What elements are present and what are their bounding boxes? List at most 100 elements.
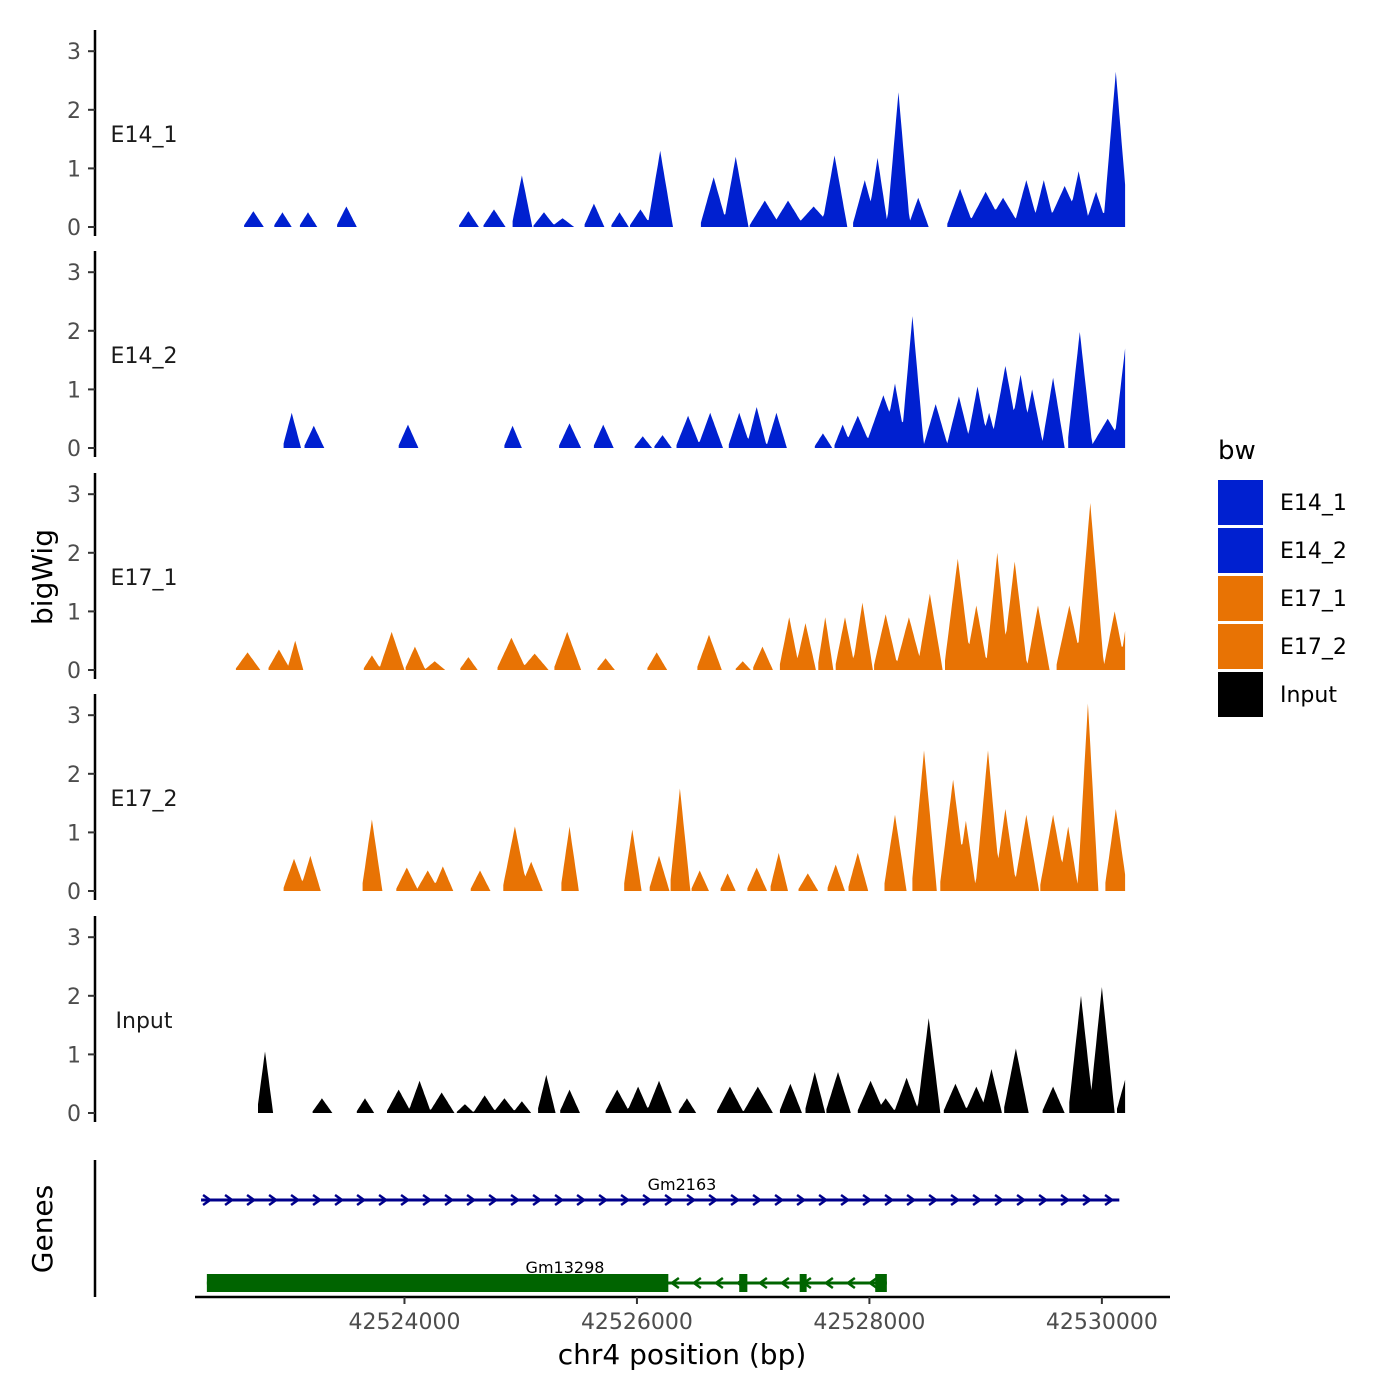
y-tick-label: 3: [67, 704, 81, 729]
x-tick-label: 42524000: [348, 1310, 460, 1335]
gene-Gm2163: Gm2163: [201, 1175, 1120, 1207]
legend-title: bw: [1218, 436, 1256, 466]
legend-swatch: [1218, 576, 1263, 621]
y-axis-title: bigWig: [26, 529, 59, 625]
y-tick-label: 2: [67, 99, 81, 124]
strand-arrow: [334, 1193, 345, 1207]
strand-arrow: [1016, 1193, 1027, 1207]
strand-arrow: [950, 1193, 961, 1207]
gene-label: Gm2163: [648, 1175, 717, 1194]
strand-arrow: [576, 1193, 587, 1207]
y-tick-label: 1: [67, 157, 81, 182]
y-tick-label: 0: [67, 437, 81, 462]
legend-label: E14_1: [1280, 491, 1347, 516]
track-label: E17_2: [111, 787, 178, 812]
strand-arrow: [312, 1193, 323, 1207]
y-tick-label: 3: [67, 483, 81, 508]
track-label: Input: [116, 1009, 173, 1034]
legend-swatch: [1218, 480, 1263, 525]
strand-arrow: [972, 1193, 983, 1207]
y-tick-label: 1: [67, 821, 81, 846]
x-tick-label: 42530000: [1046, 1310, 1158, 1335]
strand-arrow: [862, 1193, 873, 1207]
strand-arrow: [757, 1276, 768, 1290]
strand-arrow: [378, 1193, 389, 1207]
strand-arrow: [290, 1193, 301, 1207]
y-tick-label: 2: [67, 320, 81, 345]
strand-arrow: [356, 1193, 367, 1207]
coverage-tracks: 0 1 2 3 E14_1 0 1 2 3 E14_2 0 1 2 3 E17_1 0 1 2 3 E17_2 0 1 2 3…: [67, 30, 1126, 1127]
strand-arrow: [1104, 1193, 1115, 1207]
strand-arrow: [532, 1193, 543, 1207]
legend-item-E14_2: E14_2: [1218, 528, 1347, 573]
track-label: E14_2: [111, 344, 178, 369]
strand-arrow: [840, 1193, 851, 1207]
strand-arrow: [1082, 1193, 1093, 1207]
strand-arrow: [818, 1193, 829, 1207]
gene-Gm13298: Gm13298: [206, 1258, 887, 1292]
track-label: E17_1: [111, 566, 178, 591]
strand-arrow: [823, 1276, 834, 1290]
strand-arrow: [664, 1193, 675, 1207]
x-tick-label: 42528000: [813, 1310, 925, 1335]
track-label: E14_1: [111, 123, 178, 148]
track-E17_1: 0 1 2 3 E17_1: [67, 473, 1126, 684]
legend-item-E17_1: E17_1: [1218, 576, 1347, 621]
strand-arrow: [466, 1193, 477, 1207]
strand-arrow: [202, 1193, 213, 1207]
y-tick-label: 2: [67, 542, 81, 567]
strand-arrow: [669, 1276, 680, 1290]
y-tick-label: 3: [67, 40, 81, 65]
y-tick-label: 0: [67, 880, 81, 905]
strand-arrow: [752, 1193, 763, 1207]
strand-arrow: [224, 1193, 235, 1207]
x-axis: 42524000 42526000 42528000 42530000: [195, 1295, 1170, 1335]
gene-exon: [799, 1274, 807, 1292]
strand-arrow: [620, 1193, 631, 1207]
y-tick-label: 3: [67, 926, 81, 951]
legend-label: E17_1: [1280, 587, 1347, 612]
legend-swatch: [1218, 672, 1263, 717]
y-tick-label: 0: [67, 216, 81, 241]
legend-item-Input: Input: [1218, 672, 1337, 717]
legend-label: E17_2: [1280, 635, 1347, 660]
track-E14_2: 0 1 2 3 E14_2: [67, 251, 1126, 462]
strand-arrow: [1038, 1193, 1049, 1207]
coverage-area-E17_1: [235, 503, 1126, 670]
y-tick-label: 2: [67, 763, 81, 788]
legend-item-E14_1: E14_1: [1218, 480, 1347, 525]
gene-exon: [875, 1274, 887, 1292]
strand-arrow: [422, 1193, 433, 1207]
legend-item-E17_2: E17_2: [1218, 624, 1347, 669]
strand-arrow: [708, 1193, 719, 1207]
strand-arrow: [994, 1193, 1005, 1207]
coverage-area-E17_2: [283, 703, 1126, 891]
strand-arrow: [691, 1276, 702, 1290]
legend: bw E14_1 E14_2 E17_1 E17_2 Input: [1218, 436, 1347, 717]
y-tick-label: 3: [67, 261, 81, 286]
strand-arrow: [642, 1193, 653, 1207]
strand-arrow: [867, 1276, 878, 1290]
y-tick-label: 1: [67, 600, 81, 625]
y-tick-label: 0: [67, 1102, 81, 1127]
strand-arrow: [246, 1193, 257, 1207]
strand-arrow: [713, 1276, 724, 1290]
gene-exon: [206, 1274, 669, 1292]
strand-arrow: [554, 1193, 565, 1207]
gene-label: Gm13298: [526, 1258, 605, 1277]
coverage-area-E14_1: [244, 71, 1126, 227]
coverage-area-E14_2: [283, 316, 1126, 448]
strand-arrow: [774, 1193, 785, 1207]
legend-label: E14_2: [1280, 539, 1347, 564]
legend-swatch: [1218, 624, 1263, 669]
coverage-area-Input: [258, 987, 1126, 1113]
x-tick-label: 42526000: [581, 1310, 693, 1335]
track-E17_2: 0 1 2 3 E17_2: [67, 694, 1126, 905]
strand-arrow: [686, 1193, 697, 1207]
strand-arrow: [400, 1193, 411, 1207]
strand-arrow: [884, 1193, 895, 1207]
strand-arrow: [598, 1193, 609, 1207]
strand-arrow: [906, 1193, 917, 1207]
strand-arrow: [444, 1193, 455, 1207]
